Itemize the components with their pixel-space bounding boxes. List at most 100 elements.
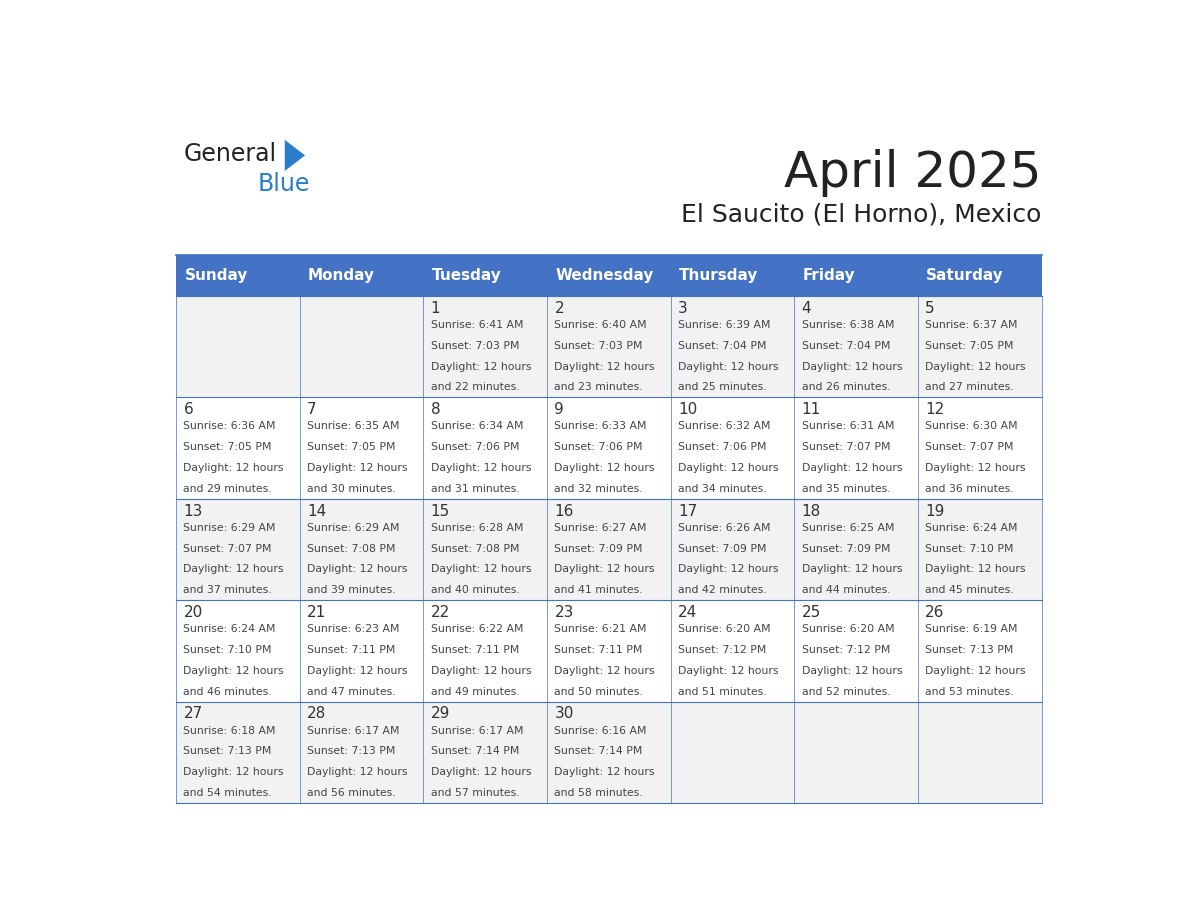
Text: and 47 minutes.: and 47 minutes.: [308, 687, 396, 697]
Text: and 37 minutes.: and 37 minutes.: [183, 585, 272, 595]
Text: Daylight: 12 hours: Daylight: 12 hours: [555, 767, 655, 778]
Bar: [176, 600, 299, 701]
Text: 12: 12: [925, 402, 944, 418]
Text: Sunset: 7:11 PM: Sunset: 7:11 PM: [431, 645, 519, 655]
Text: and 57 minutes.: and 57 minutes.: [431, 788, 519, 798]
Text: Sunset: 7:05 PM: Sunset: 7:05 PM: [925, 341, 1013, 351]
Text: Monday: Monday: [308, 268, 375, 283]
Text: and 29 minutes.: and 29 minutes.: [183, 484, 272, 494]
Bar: [299, 498, 423, 600]
Text: 11: 11: [802, 402, 821, 418]
Text: April 2025: April 2025: [784, 149, 1042, 197]
Text: and 51 minutes.: and 51 minutes.: [678, 687, 766, 697]
Bar: [423, 701, 546, 803]
Text: Sunday: Sunday: [184, 268, 248, 283]
Text: Sunrise: 6:35 AM: Sunrise: 6:35 AM: [308, 421, 399, 431]
Text: Daylight: 12 hours: Daylight: 12 hours: [431, 767, 531, 778]
Bar: [423, 297, 546, 397]
Text: 20: 20: [183, 605, 203, 620]
Bar: [299, 600, 423, 701]
Bar: [546, 397, 671, 498]
Text: 18: 18: [802, 504, 821, 519]
Text: Sunset: 7:12 PM: Sunset: 7:12 PM: [802, 645, 890, 655]
Text: Daylight: 12 hours: Daylight: 12 hours: [183, 666, 284, 676]
Text: Sunset: 7:03 PM: Sunset: 7:03 PM: [431, 341, 519, 351]
Text: 16: 16: [555, 504, 574, 519]
Text: Sunrise: 6:40 AM: Sunrise: 6:40 AM: [555, 320, 647, 330]
Text: 26: 26: [925, 605, 944, 620]
Text: 29: 29: [431, 707, 450, 722]
Bar: [671, 255, 795, 297]
Bar: [299, 255, 423, 297]
Text: Daylight: 12 hours: Daylight: 12 hours: [555, 666, 655, 676]
Bar: [795, 498, 918, 600]
Bar: [546, 600, 671, 701]
Text: 24: 24: [678, 605, 697, 620]
Text: Sunset: 7:09 PM: Sunset: 7:09 PM: [802, 543, 890, 554]
Text: and 44 minutes.: and 44 minutes.: [802, 585, 890, 595]
Text: Daylight: 12 hours: Daylight: 12 hours: [925, 565, 1025, 575]
Text: Wednesday: Wednesday: [555, 268, 653, 283]
Text: 22: 22: [431, 605, 450, 620]
Text: 10: 10: [678, 402, 697, 418]
Text: and 40 minutes.: and 40 minutes.: [431, 585, 519, 595]
Text: Sunset: 7:09 PM: Sunset: 7:09 PM: [678, 543, 766, 554]
Text: Daylight: 12 hours: Daylight: 12 hours: [308, 767, 407, 778]
Text: and 26 minutes.: and 26 minutes.: [802, 383, 890, 392]
Text: and 31 minutes.: and 31 minutes.: [431, 484, 519, 494]
Text: Daylight: 12 hours: Daylight: 12 hours: [925, 463, 1025, 473]
Bar: [671, 397, 795, 498]
Text: Sunrise: 6:37 AM: Sunrise: 6:37 AM: [925, 320, 1018, 330]
Text: and 23 minutes.: and 23 minutes.: [555, 383, 643, 392]
Text: and 30 minutes.: and 30 minutes.: [308, 484, 396, 494]
Text: Daylight: 12 hours: Daylight: 12 hours: [308, 666, 407, 676]
Text: Sunrise: 6:27 AM: Sunrise: 6:27 AM: [555, 523, 647, 532]
Bar: [918, 397, 1042, 498]
Text: and 32 minutes.: and 32 minutes.: [555, 484, 643, 494]
Text: and 52 minutes.: and 52 minutes.: [802, 687, 890, 697]
Bar: [423, 255, 546, 297]
Text: Sunrise: 6:32 AM: Sunrise: 6:32 AM: [678, 421, 771, 431]
Bar: [176, 255, 299, 297]
Text: 15: 15: [431, 504, 450, 519]
Text: Sunrise: 6:19 AM: Sunrise: 6:19 AM: [925, 624, 1018, 634]
Bar: [795, 600, 918, 701]
Text: Sunrise: 6:22 AM: Sunrise: 6:22 AM: [431, 624, 523, 634]
Text: 2: 2: [555, 301, 564, 316]
Text: 6: 6: [183, 402, 194, 418]
Bar: [176, 397, 299, 498]
Text: Sunset: 7:07 PM: Sunset: 7:07 PM: [802, 442, 890, 453]
Text: and 27 minutes.: and 27 minutes.: [925, 383, 1013, 392]
Bar: [423, 397, 546, 498]
Bar: [299, 701, 423, 803]
Text: Daylight: 12 hours: Daylight: 12 hours: [431, 565, 531, 575]
Text: Daylight: 12 hours: Daylight: 12 hours: [555, 362, 655, 372]
Text: 21: 21: [308, 605, 327, 620]
Bar: [918, 498, 1042, 600]
Text: Sunset: 7:06 PM: Sunset: 7:06 PM: [678, 442, 766, 453]
Text: Sunrise: 6:24 AM: Sunrise: 6:24 AM: [925, 523, 1018, 532]
Bar: [671, 600, 795, 701]
Text: and 50 minutes.: and 50 minutes.: [555, 687, 643, 697]
Text: 7: 7: [308, 402, 317, 418]
Bar: [176, 297, 299, 397]
Text: 17: 17: [678, 504, 697, 519]
Polygon shape: [285, 140, 305, 171]
Text: 28: 28: [308, 707, 327, 722]
Text: and 42 minutes.: and 42 minutes.: [678, 585, 766, 595]
Text: Sunset: 7:13 PM: Sunset: 7:13 PM: [183, 746, 272, 756]
Text: 25: 25: [802, 605, 821, 620]
Text: Sunset: 7:14 PM: Sunset: 7:14 PM: [431, 746, 519, 756]
Text: Sunset: 7:06 PM: Sunset: 7:06 PM: [555, 442, 643, 453]
Text: Sunset: 7:06 PM: Sunset: 7:06 PM: [431, 442, 519, 453]
Text: Daylight: 12 hours: Daylight: 12 hours: [802, 666, 902, 676]
Text: Sunrise: 6:17 AM: Sunrise: 6:17 AM: [308, 725, 399, 735]
Text: 30: 30: [555, 707, 574, 722]
Text: Thursday: Thursday: [680, 268, 758, 283]
Bar: [918, 600, 1042, 701]
Text: Sunset: 7:08 PM: Sunset: 7:08 PM: [308, 543, 396, 554]
Text: 4: 4: [802, 301, 811, 316]
Text: Daylight: 12 hours: Daylight: 12 hours: [925, 666, 1025, 676]
Text: Sunrise: 6:26 AM: Sunrise: 6:26 AM: [678, 523, 771, 532]
Text: Sunrise: 6:20 AM: Sunrise: 6:20 AM: [678, 624, 771, 634]
